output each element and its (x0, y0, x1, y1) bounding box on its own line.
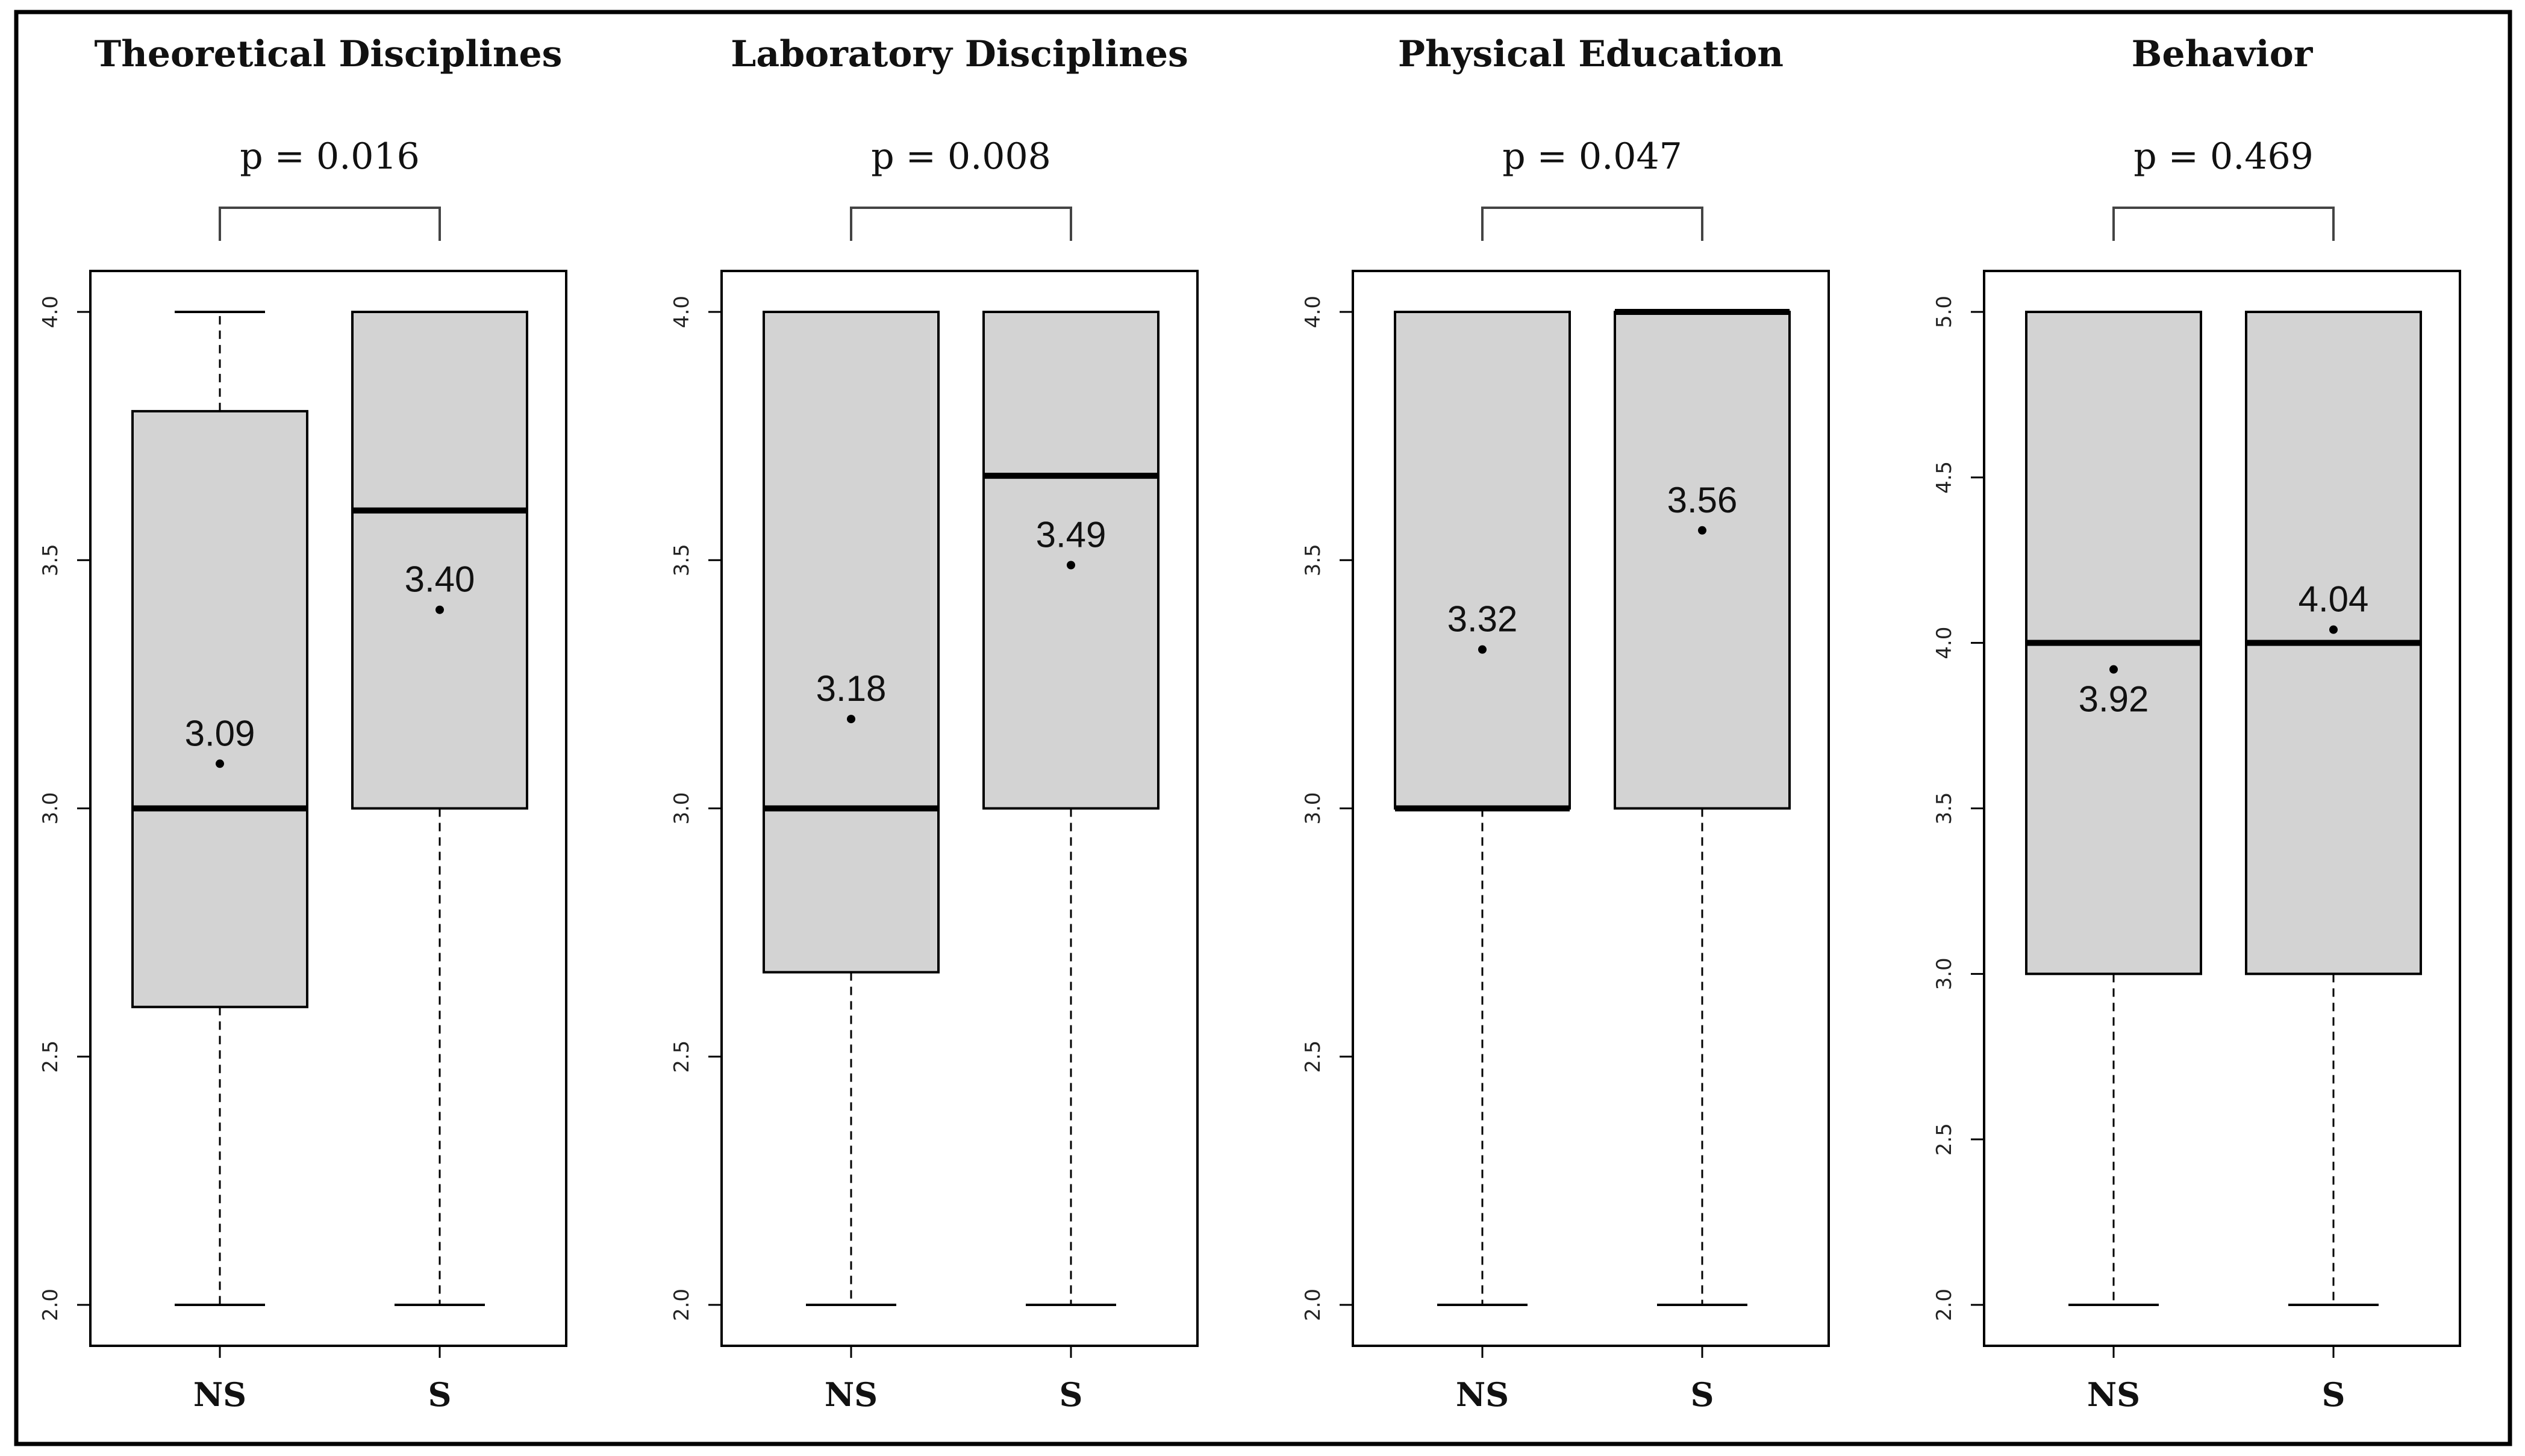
x-category-label: S (1691, 1375, 1714, 1414)
y-tick-label: 4.5 (1932, 461, 1956, 494)
mean-label: 3.56 (1667, 480, 1738, 520)
iqr-box (131, 409, 308, 1009)
y-tick-label: 2.5 (1932, 1123, 1956, 1156)
significance-bracket (219, 207, 441, 241)
chart-title: Physical Education (1398, 33, 1784, 75)
box-ns: 3.18 NS (763, 311, 940, 1414)
significance-bracket (850, 207, 1072, 241)
iqr-box (1614, 311, 1791, 810)
x-category-label: NS (193, 1375, 246, 1414)
y-tick-label: 2.5 (39, 1041, 63, 1073)
y-tick-label: 3.5 (1932, 792, 1956, 824)
x-category-label: S (428, 1375, 452, 1414)
chart-title: Laboratory Disciplines (731, 33, 1188, 75)
p-value-label: p = 0.008 (871, 135, 1051, 178)
mean-point (435, 605, 444, 614)
iqr-box (763, 311, 940, 974)
y-tick-label: 2.5 (670, 1041, 694, 1073)
y-tick-label: 5.0 (1932, 296, 1956, 328)
mean-label: 3.32 (1447, 599, 1518, 639)
y-tick-label: 2.0 (1301, 1289, 1325, 1321)
y-tick-label: 4.0 (1932, 627, 1956, 659)
mean-point (2329, 625, 2338, 634)
box-s: 3.40 S (351, 311, 528, 1414)
y-tick-label: 3.0 (39, 792, 63, 824)
iqr-box (351, 311, 528, 810)
y-tick-label: 3.0 (1301, 792, 1325, 824)
mean-label: 3.09 (185, 713, 255, 753)
x-category-label: NS (1456, 1375, 1509, 1414)
chart-title: Theoretical Disciplines (95, 33, 563, 75)
mean-point (847, 715, 855, 724)
y-tick-label: 4.0 (670, 296, 694, 328)
mean-label: 3.18 (816, 668, 887, 709)
chart-panel-1: Theoretical Disciplines p = 0.016 2.0 2.5 3.… (39, 33, 567, 1414)
mean-point (216, 759, 224, 768)
y-tick-label: 4.0 (1301, 296, 1325, 328)
mean-label: 3.40 (405, 559, 475, 600)
x-category-label: NS (2087, 1375, 2140, 1414)
mean-label: 3.92 (2079, 679, 2149, 720)
box-s: 3.49 S (982, 311, 1160, 1414)
y-tick-label: 3.5 (670, 544, 694, 576)
box-ns: 3.32 NS (1394, 311, 1571, 1414)
p-value-label: p = 0.047 (1502, 135, 1682, 178)
y-tick-label: 3.5 (1301, 544, 1325, 576)
mean-point (2109, 665, 2118, 674)
box-ns: 3.92 NS (2025, 311, 2202, 1414)
y-tick-label: 4.0 (39, 296, 63, 328)
y-tick-label: 2.0 (1932, 1289, 1956, 1321)
significance-bracket (1481, 207, 1703, 241)
y-tick-label: 3.0 (670, 792, 694, 824)
mean-point (1067, 561, 1075, 570)
iqr-box (982, 311, 1160, 810)
chart-panel-3: Physical Education p = 0.047 2.0 2.5 3.0 3.5 4… (1301, 33, 1830, 1414)
chart-title: Behavior (2132, 33, 2314, 75)
p-value-label: p = 0.469 (2133, 135, 2314, 178)
box-s: 3.56 S (1614, 309, 1791, 1414)
chart-panel-4: Behavior p = 0.469 2.0 2.5 3.0 3.5 4.0 4.5 5.0 3.… (1932, 33, 2461, 1414)
y-tick-label: 2.5 (1301, 1041, 1325, 1073)
mean-label: 3.49 (1036, 514, 1106, 555)
y-tick-label: 2.0 (39, 1289, 63, 1321)
y-tick-label: 3.0 (1932, 957, 1956, 990)
significance-bracket (2112, 207, 2335, 241)
x-category-label: NS (825, 1375, 878, 1414)
x-category-label: S (2322, 1375, 2346, 1414)
figure-border (14, 10, 2512, 1446)
p-value-label: p = 0.016 (240, 135, 420, 178)
mean-label: 4.04 (2299, 579, 2369, 620)
iqr-box (1394, 311, 1571, 810)
chart-panel-2: Laboratory Disciplines p = 0.008 2.0 2.5 3.0… (670, 33, 1199, 1414)
mean-point (1698, 526, 1706, 535)
x-category-label: S (1060, 1375, 1083, 1414)
box-ns: 3.09 NS (131, 311, 308, 1414)
mean-point (1478, 645, 1487, 654)
box-s: 4.04 S (2245, 311, 2422, 1414)
y-tick-label: 2.0 (670, 1289, 694, 1321)
y-tick-label: 3.5 (39, 544, 63, 576)
